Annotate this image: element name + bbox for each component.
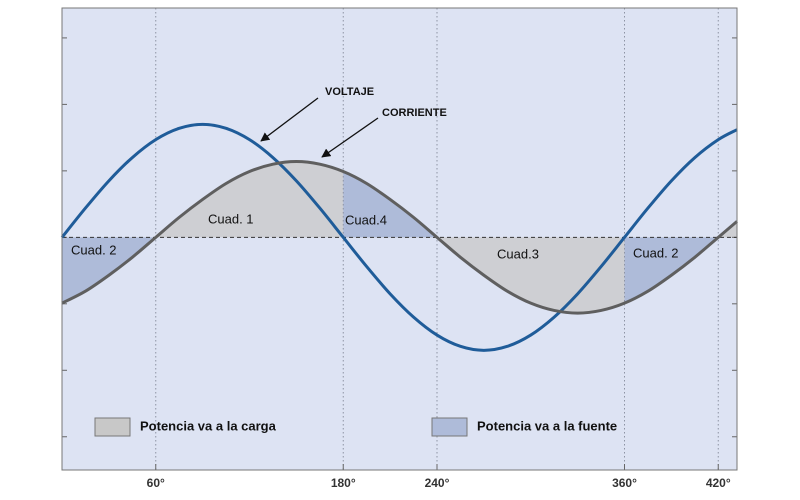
- series-annotation: CORRIENTE: [382, 107, 447, 119]
- region-label: Cuad. 2: [633, 245, 679, 260]
- x-tick-label: 60°: [147, 476, 165, 490]
- x-tick-label: 180°: [331, 476, 356, 490]
- x-tick-label: 360°: [612, 476, 637, 490]
- plot-border: [61, 7, 738, 471]
- region-label: Cuad.3: [497, 246, 539, 261]
- region-label: Cuad.4: [345, 212, 387, 227]
- legend-label: Potencia va a la carga: [140, 418, 277, 433]
- series-line: [60, 122, 738, 352]
- legend-swatch: [94, 417, 131, 437]
- x-tick-label: 420°: [706, 476, 731, 490]
- annotation-arrow: [260, 97, 319, 142]
- annotation-arrow: [321, 117, 379, 158]
- legend-swatch: [431, 417, 468, 437]
- series-annotation: VOLTAJE: [325, 86, 374, 98]
- region-label: Cuad. 2: [71, 242, 117, 257]
- series-line: [61, 160, 738, 315]
- legend-label: Potencia va a la fuente: [477, 418, 617, 433]
- region-label: Cuad. 1: [208, 211, 254, 226]
- x-tick-label: 240°: [425, 476, 450, 490]
